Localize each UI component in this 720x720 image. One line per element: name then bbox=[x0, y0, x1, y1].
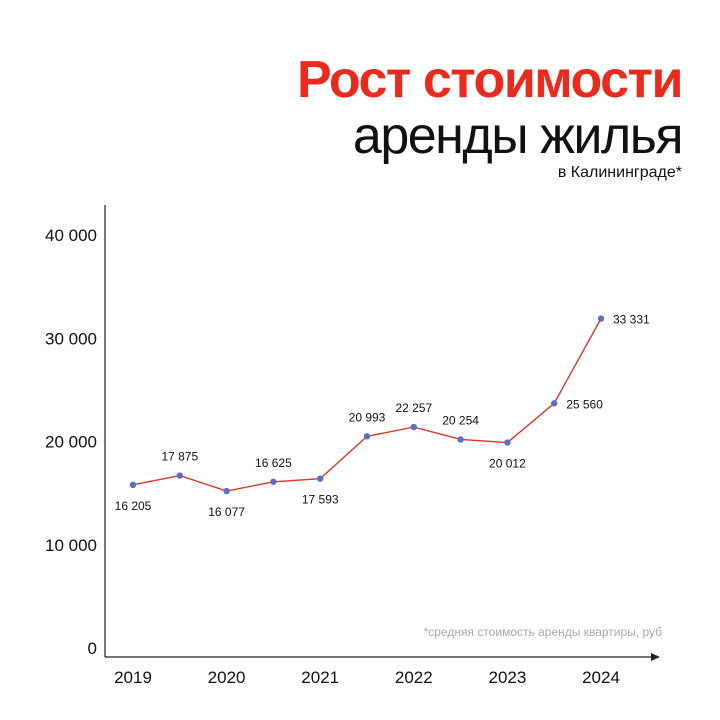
x-tick-label: 2019 bbox=[114, 668, 152, 687]
data-label: 20 254 bbox=[442, 413, 479, 427]
data-label: 20 993 bbox=[349, 410, 386, 424]
data-point bbox=[129, 481, 137, 489]
chart-title-line2: аренды жилья bbox=[352, 107, 684, 165]
data-series bbox=[129, 315, 605, 495]
chart-subtitle: в Калининграде* bbox=[557, 164, 682, 181]
series-line bbox=[132, 318, 602, 492]
y-tick-label: 30 000 bbox=[45, 329, 97, 348]
data-point bbox=[363, 433, 371, 440]
data-labels: 16 205 17 875 16 077 16 625 17 593 20 993 22 2… bbox=[115, 313, 650, 519]
y-tick-label: 20 000 bbox=[45, 433, 97, 452]
data-point bbox=[457, 436, 464, 443]
data-label: 17 875 bbox=[161, 450, 198, 464]
data-point bbox=[504, 439, 511, 446]
data-point bbox=[551, 400, 558, 407]
data-label: 16 205 bbox=[115, 499, 152, 513]
footnote: *средняя стоимость аренды квартиры, руб bbox=[424, 625, 662, 639]
data-point bbox=[317, 475, 324, 482]
title-block: Рост стоимости аренды жилья bbox=[297, 51, 684, 165]
data-point bbox=[597, 315, 605, 322]
data-label: 16 625 bbox=[255, 456, 292, 470]
x-axis-ticks: 2019 2020 2021 2022 2023 2024 bbox=[114, 668, 620, 687]
x-tick-label: 2020 bbox=[208, 668, 246, 687]
data-point bbox=[270, 478, 277, 485]
data-label: 20 012 bbox=[489, 457, 526, 471]
data-point bbox=[410, 423, 417, 431]
x-tick-label: 2023 bbox=[488, 668, 526, 687]
chart-axes bbox=[104, 205, 660, 661]
y-tick-label: 40 000 bbox=[45, 226, 97, 245]
data-label: 22 257 bbox=[395, 401, 432, 415]
y-tick-label: 10 000 bbox=[45, 536, 97, 555]
x-tick-label: 2022 bbox=[395, 668, 433, 687]
data-point bbox=[176, 472, 183, 479]
y-tick-label: 0 bbox=[88, 639, 97, 658]
y-axis-ticks: 0 10 000 20 000 30 000 40 000 bbox=[45, 226, 97, 658]
x-axis-arrow bbox=[651, 653, 660, 661]
chart-title-line1: Рост стоимости bbox=[297, 51, 683, 109]
data-label: 33 331 bbox=[613, 313, 650, 327]
data-point bbox=[223, 487, 230, 495]
data-label: 16 077 bbox=[208, 505, 245, 519]
data-label: 17 593 bbox=[302, 493, 339, 507]
x-tick-label: 2021 bbox=[301, 668, 339, 687]
data-label: 25 560 bbox=[566, 397, 603, 411]
x-tick-label: 2024 bbox=[582, 668, 620, 687]
